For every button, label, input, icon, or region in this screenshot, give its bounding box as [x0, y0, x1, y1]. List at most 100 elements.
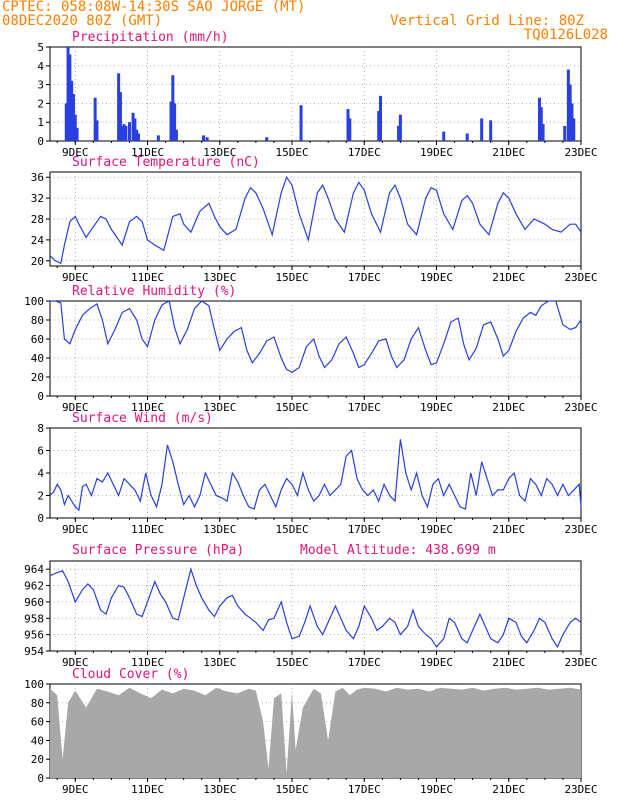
surface-pressure-ytick-label: 954: [24, 645, 44, 658]
precipitation-ytick-label: 5: [37, 41, 44, 54]
cloud-cover-ytick-label: 40: [31, 734, 44, 747]
precipitation-bar: [120, 125, 124, 141]
surface-wind-ytick-label: 0: [37, 512, 44, 525]
precipitation-xtick-label: 19DEC: [420, 146, 453, 159]
model-code-header: TQ0126L028: [523, 27, 608, 43]
precipitation-bar: [93, 97, 97, 141]
precipitation-ytick-label: 2: [37, 97, 44, 110]
precipitation-bar: [568, 84, 572, 141]
precipitation-bar: [73, 114, 77, 141]
surface-wind-xtick-label: 21DEC: [492, 523, 525, 536]
surface-temperature-ytick-label: 28: [31, 213, 44, 226]
cloud-cover-xtick-label: 21DEC: [492, 783, 525, 796]
precipitation-bar: [465, 133, 469, 141]
surface-pressure-xtick-label: 15DEC: [275, 656, 308, 669]
surface-temperature-xtick-label: 9DEC: [62, 271, 89, 284]
precipitation-xtick-label: 9DEC: [62, 146, 89, 159]
relative-humidity-ytick-label: 100: [24, 295, 44, 308]
precipitation-bar: [169, 101, 173, 141]
surface-pressure-line: [49, 567, 582, 649]
cloud-cover-ytick-label: 20: [31, 753, 44, 766]
precipitation-bar: [156, 135, 160, 141]
precipitation-bar: [174, 129, 178, 141]
precipitation-bar: [68, 54, 72, 141]
surface-temperature-line: [49, 175, 582, 265]
relative-humidity-ytick-label: 0: [37, 390, 44, 403]
precipitation-bar: [379, 95, 383, 141]
run-date-header: 08DEC2020 80Z (GMT): [2, 13, 163, 29]
surface-pressure-xtick-label: 13DEC: [203, 656, 236, 669]
grid-note-header: Vertical Grid Line: 80Z: [390, 13, 584, 29]
relative-humidity-xtick-label: 13DEC: [203, 401, 236, 414]
precipitation-bar: [127, 122, 131, 141]
cloud-cover-xtick-label: 23DEC: [564, 783, 597, 796]
relative-humidity-ytick-label: 80: [31, 314, 44, 327]
precipitation-ytick-label: 0: [37, 135, 44, 148]
precipitation-bar: [570, 103, 574, 141]
precipitation-bar: [70, 80, 74, 141]
relative-humidity-ytick-label: 20: [31, 371, 44, 384]
relative-humidity-xtick-label: 9DEC: [62, 401, 89, 414]
surface-pressure-ytick-label: 962: [24, 580, 44, 593]
precipitation-bar: [346, 109, 350, 141]
relative-humidity-xtick-label: 17DEC: [348, 401, 381, 414]
precipitation-xtick-label: 13DEC: [203, 146, 236, 159]
surface-pressure-xtick-label: 17DEC: [348, 656, 381, 669]
precipitation-bar: [117, 73, 121, 141]
cloud-cover-xtick-label: 19DEC: [420, 783, 453, 796]
precipitation-xtick-label: 15DEC: [275, 146, 308, 159]
precipitation-bar: [137, 133, 140, 141]
surface-pressure-xtick-label: 9DEC: [62, 656, 89, 669]
precipitation-bar: [489, 120, 493, 141]
cloud-cover-ytick-label: 60: [31, 716, 44, 729]
precipitation-bar: [398, 114, 402, 141]
precipitation-bar: [66, 47, 70, 141]
cloud-cover-xtick-label: 17DEC: [348, 783, 381, 796]
surface-wind-xtick-label: 13DEC: [203, 523, 236, 536]
surface-pressure-frame: [49, 560, 582, 652]
surface-wind-xtick-label: 19DEC: [420, 523, 453, 536]
surface-wind-xtick-label: 11DEC: [131, 523, 164, 536]
precipitation-ytick-label: 3: [37, 79, 44, 92]
cloud-cover-xtick-label: 13DEC: [203, 783, 236, 796]
surface-wind-title: Surface Wind (m/s): [72, 411, 213, 426]
precipitation-bar: [71, 94, 75, 141]
station-header: CPTEC: 058:08W-14:30S SAO JORGE (MT): [2, 0, 306, 15]
surface-pressure-xtick-label: 19DEC: [420, 656, 453, 669]
cloud-cover-ytick-label: 0: [37, 772, 44, 785]
surface-wind-xtick-label: 17DEC: [348, 523, 381, 536]
cloud-cover-ytick-label: 80: [31, 697, 44, 710]
precipitation-bar: [480, 118, 484, 141]
precipitation-bar: [122, 124, 126, 141]
precipitation-bar: [95, 120, 99, 141]
relative-humidity-xtick-label: 21DEC: [492, 401, 525, 414]
precipitation-xtick-label: 11DEC: [131, 146, 164, 159]
precipitation-bar: [131, 112, 135, 141]
surface-pressure-ytick-label: 960: [24, 596, 44, 609]
cloud-cover-area: [50, 687, 581, 778]
precipitation-bar: [205, 137, 209, 141]
surface-pressure-xtick-label: 23DEC: [564, 656, 597, 669]
surface-temperature-xtick-label: 11DEC: [131, 271, 164, 284]
surface-temperature-title: Surface Temperature (nC): [72, 155, 260, 170]
precipitation-frame: [49, 46, 582, 142]
relative-humidity-xtick-label: 11DEC: [131, 401, 164, 414]
model-altitude-label: Model Altitude: 438.699 m: [300, 543, 496, 558]
cloud-cover-xtick-label: 15DEC: [275, 783, 308, 796]
surface-temperature-xtick-label: 19DEC: [420, 271, 453, 284]
relative-humidity-xtick-label: 19DEC: [420, 401, 453, 414]
precipitation-bar: [265, 137, 269, 141]
precipitation-bar: [202, 135, 206, 141]
precipitation-bar: [397, 125, 401, 141]
surface-temperature-xtick-label: 17DEC: [348, 271, 381, 284]
precipitation-bar: [442, 131, 446, 141]
precipitation-bar: [563, 125, 567, 141]
surface-temperature-xtick-label: 21DEC: [492, 271, 525, 284]
surface-temperature-ytick-label: 20: [31, 255, 44, 268]
surface-wind-ytick-label: 8: [37, 422, 44, 435]
relative-humidity-ytick-label: 60: [31, 333, 44, 346]
precipitation-bar: [173, 103, 177, 141]
surface-wind-frame: [49, 427, 582, 519]
surface-pressure-ytick-label: 956: [24, 629, 44, 642]
